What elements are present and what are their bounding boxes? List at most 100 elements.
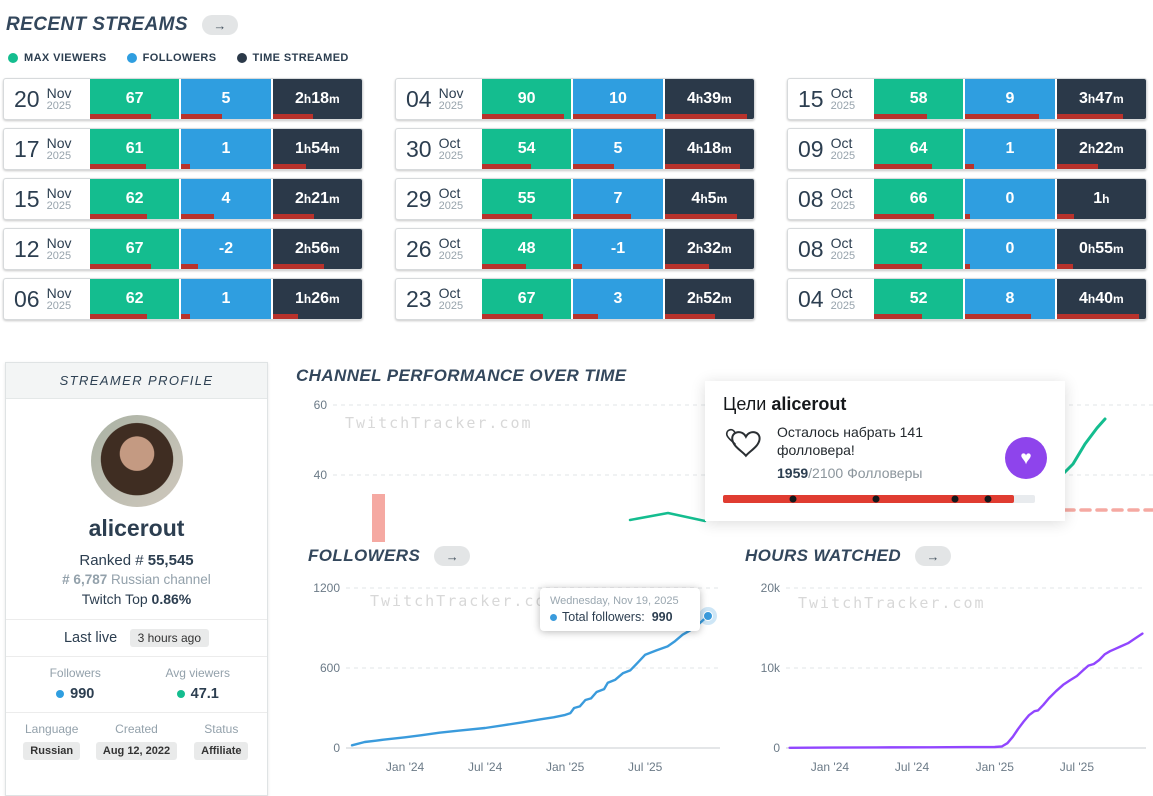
max-viewers-cell: 90 <box>482 79 572 119</box>
time-streamed-cell: 2h21m <box>270 179 362 219</box>
goal-progress-fill <box>723 495 1015 503</box>
y-tick-label: 0 <box>333 741 340 755</box>
goal-total: /2100 <box>808 465 844 482</box>
stream-card[interactable]: 04 Nov 2025 90 10 4h39m <box>395 78 755 120</box>
stream-date: 23 Oct 2025 <box>396 279 482 319</box>
red-underline-bar <box>573 314 598 319</box>
stream-card[interactable]: 23 Oct 2025 67 3 2h52m <box>395 278 755 320</box>
max-viewers-cell: 67 <box>482 279 572 319</box>
followers-stat: Followers 990 <box>14 666 137 703</box>
streams-grid: 20 Nov 2025 67 5 2h18m 17 Nov 2025 61 1 1h54m 15 Nov 2… <box>3 78 1147 320</box>
followers-cell: 1 <box>963 129 1055 169</box>
channel-rank-label: Russian channel <box>110 572 211 587</box>
goals-title-name: alicerout <box>771 394 847 414</box>
stream-month: Oct <box>830 184 853 201</box>
stream-date: 15 Oct 2025 <box>788 79 874 119</box>
stream-year: 2025 <box>438 249 464 262</box>
stream-card[interactable]: 08 Oct 2025 52 0 0h55m <box>787 228 1147 270</box>
avg-viewers-dot-icon <box>176 690 185 698</box>
followers-header: FOLLOWERS → <box>308 546 471 566</box>
red-underline-bar <box>181 264 198 269</box>
profile-meta-row: Language Russian Created Aug 12, 2022 St… <box>6 712 267 769</box>
stream-day: 23 <box>406 285 432 312</box>
red-underline-bar <box>965 114 1040 119</box>
stream-year: 2025 <box>830 149 856 162</box>
stream-card[interactable]: 09 Oct 2025 64 1 2h22m <box>787 128 1147 170</box>
stream-card[interactable]: 08 Oct 2025 66 0 1h <box>787 178 1147 220</box>
stream-card[interactable]: 06 Nov 2025 62 1 1h26m <box>3 278 363 320</box>
followers-link-button[interactable]: → <box>434 546 471 566</box>
stream-day: 17 <box>14 135 40 162</box>
hours-watched-link-button[interactable]: → <box>915 546 951 566</box>
y-tick-label: 40 <box>313 468 327 482</box>
followers-cell: 1 <box>179 129 271 169</box>
red-underline-bar <box>664 214 737 219</box>
stream-card[interactable]: 20 Nov 2025 67 5 2h18m <box>3 78 363 120</box>
stream-card[interactable]: 15 Nov 2025 62 4 2h21m <box>3 178 363 220</box>
red-underline-bar <box>965 264 970 269</box>
stream-card[interactable]: 29 Oct 2025 55 7 4h5m <box>395 178 755 220</box>
x-tick-label: Jul '24 <box>467 760 503 774</box>
followers-cell: 9 <box>963 79 1055 119</box>
stream-month: Oct <box>830 84 853 101</box>
goals-title: Цели alicerout <box>723 394 1047 415</box>
stream-date: 08 Oct 2025 <box>788 229 874 269</box>
red-underline-bar <box>965 164 974 169</box>
stream-date: 12 Nov 2025 <box>4 229 90 269</box>
last-live-row: Last live 3 hours ago <box>6 619 267 656</box>
followers-cell: 7 <box>571 179 663 219</box>
x-tick-label: Jan '24 <box>385 760 425 774</box>
stream-card[interactable]: 04 Oct 2025 52 8 4h40m <box>787 278 1147 320</box>
stream-card[interactable]: 17 Nov 2025 61 1 1h54m <box>3 128 363 170</box>
recent-streams-link-button[interactable]: → <box>201 15 238 35</box>
legend-dot-icon <box>126 53 137 63</box>
followers-cell: -2 <box>179 229 271 269</box>
red-underline-bar <box>272 164 307 169</box>
y-tick-label: 20k <box>760 581 780 595</box>
stream-year: 2025 <box>830 249 856 262</box>
followers-value: 990 <box>70 686 95 702</box>
performance-title: CHANNEL PERFORMANCE OVER TIME <box>296 366 627 385</box>
followers-label: Followers <box>49 666 101 680</box>
stream-day: 20 <box>14 85 40 112</box>
stream-card[interactable]: 15 Oct 2025 58 9 3h47m <box>787 78 1147 120</box>
y-tick-label: 0 <box>773 741 780 755</box>
followers-svg <box>346 587 720 749</box>
stream-date: 26 Oct 2025 <box>396 229 482 269</box>
stream-card[interactable]: 26 Oct 2025 48 -1 2h32m <box>395 228 755 270</box>
like-goal-button[interactable]: ♥ <box>1005 437 1047 479</box>
status-meta: Status Affiliate <box>184 722 259 760</box>
last-live-badge: 3 hours ago <box>129 629 210 647</box>
goal-progress-bar <box>723 495 1035 503</box>
arrow-right-icon: → <box>926 548 940 564</box>
avatar[interactable] <box>90 415 183 507</box>
x-tick-label: Jan '25 <box>975 760 1014 774</box>
red-underline-bar <box>482 164 532 169</box>
hearts-doodle-icon <box>723 423 767 483</box>
streams-legend: MAX VIEWERS FOLLOWERS TIME STREAMED <box>8 52 349 64</box>
stream-month: Nov <box>46 184 72 201</box>
rank-label: Ranked # <box>79 552 144 569</box>
stream-year: 2025 <box>438 149 464 162</box>
x-tick-label: Jul '24 <box>894 760 930 774</box>
goals-popup: Цели alicerout Осталось набрать 141 фолл… <box>705 381 1065 521</box>
stream-day: 26 <box>406 235 432 262</box>
stream-date: 04 Oct 2025 <box>788 279 874 319</box>
followers-y-axis: 0 600 1200 <box>300 578 340 763</box>
stream-card[interactable]: 30 Oct 2025 54 5 4h18m <box>395 128 755 170</box>
streamer-name: alicerout <box>88 515 185 541</box>
red-underline-bar <box>573 114 656 119</box>
red-underline-bar <box>573 164 615 169</box>
red-underline-bar <box>90 264 152 269</box>
red-underline-bar <box>90 164 146 169</box>
rank-line: Ranked # 55,545 <box>6 552 267 569</box>
stream-card[interactable]: 12 Nov 2025 67 -2 2h56m <box>3 228 363 270</box>
profile-header: STREAMER PROFILE <box>6 363 267 399</box>
red-underline-bar <box>874 114 927 119</box>
red-underline-bar <box>965 314 1032 319</box>
hours-chart: TwitchTracker.com 0 10k 20k Jan '24 Jul '24… <box>740 578 1153 783</box>
stream-day: 04 <box>798 285 824 312</box>
stream-month: Oct <box>438 184 461 201</box>
stream-month: Oct <box>438 234 461 251</box>
milestone-dot <box>951 495 959 503</box>
